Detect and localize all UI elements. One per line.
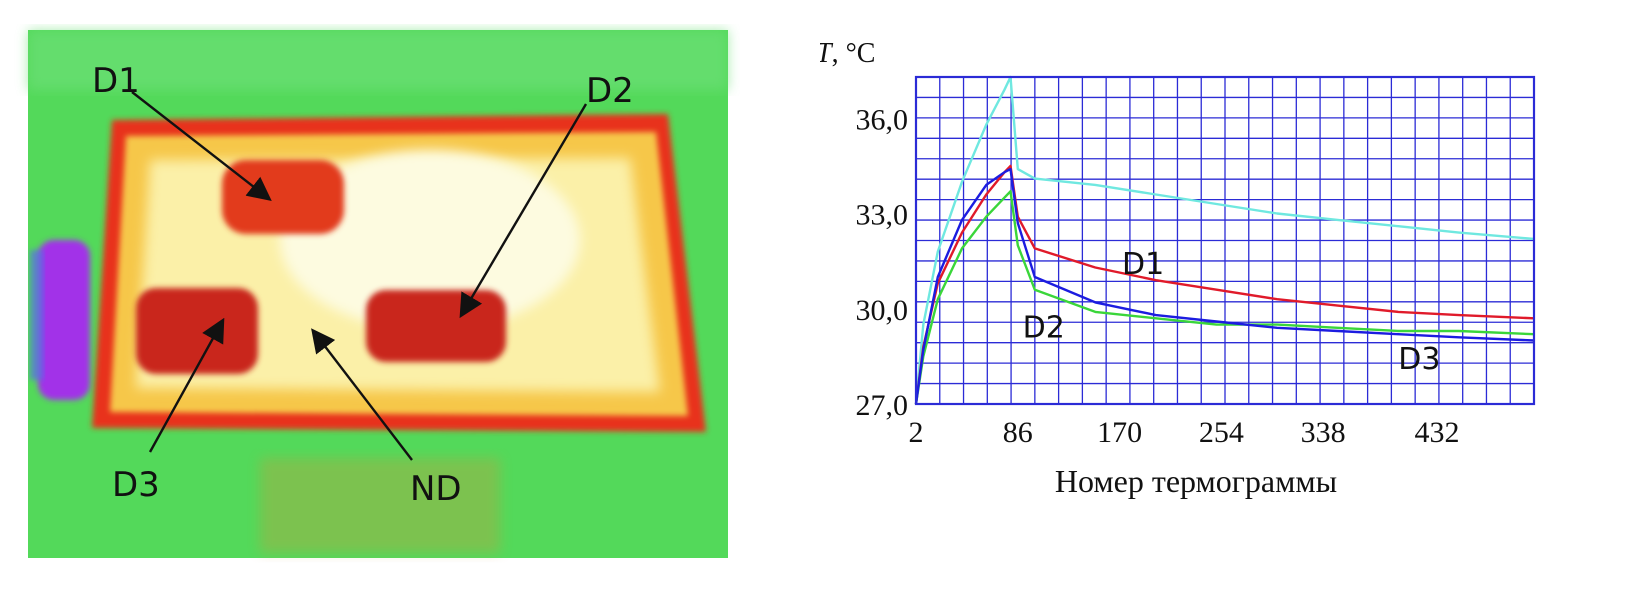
- y-tick-label: 27,0: [856, 389, 909, 422]
- y-axis-label: T, °С: [820, 38, 875, 69]
- chart-annotations: D1 D2 D3: [1023, 247, 1441, 377]
- label-nd: ND: [410, 469, 462, 509]
- y-tick-label: 33,0: [856, 199, 909, 232]
- series-line-d2: [914, 190, 1535, 405]
- label-d3: D3: [112, 465, 160, 505]
- temperature-chart: 27,030,033,036,0 2 86 170 254 338 432 D1D2D3 …: [820, 38, 1536, 499]
- y-axis-label-unit: , °С: [832, 38, 876, 69]
- y-tick-label: 36,0: [856, 103, 909, 136]
- annotation-d1: D1: [1122, 247, 1164, 282]
- x-tick-label: 2: [909, 416, 924, 449]
- series-line-d1: [914, 164, 1535, 405]
- series-line-nd: [914, 75, 1535, 405]
- y-axis-label-symbol: T: [820, 38, 834, 69]
- arrow-d3: [148, 317, 225, 453]
- series-line-d3: [914, 167, 1535, 405]
- chart-grid: [916, 77, 1534, 404]
- x-tick-label: 432: [1415, 416, 1460, 449]
- x-tick-label: 170: [1097, 416, 1142, 449]
- specimen-hot-core: [280, 150, 580, 330]
- y-axis-ticks: 27,0 30,0 33,0 36,0: [856, 103, 909, 422]
- x-axis-ticks: 2 86 170 254 338 432: [909, 416, 1460, 449]
- x-tick-label: 86: [1003, 416, 1033, 449]
- x-tick-label: 338: [1301, 416, 1346, 449]
- thermogram-image: D1 D2 D3 ND: [28, 30, 728, 558]
- thermogram-arrows: [131, 91, 588, 461]
- thermogram-cool-top: [28, 30, 728, 90]
- defect-d2-area: [366, 290, 506, 362]
- chart-series: [914, 75, 1535, 405]
- x-axis-label: Номер термограммы: [1055, 463, 1337, 499]
- x-tick-label: 254: [1199, 416, 1244, 449]
- annotation-d2: D2: [1023, 310, 1065, 345]
- thermogram-cold-spot: [38, 240, 90, 400]
- defect-d3-area: [136, 288, 258, 374]
- plot-frame: [914, 75, 1536, 406]
- annotation-d3: D3: [1398, 342, 1440, 377]
- thermogram-cold-edge: [30, 250, 44, 380]
- defect-d1-area: [222, 160, 344, 234]
- thermogram-bottom-haze: [260, 458, 500, 553]
- label-d1: D1: [92, 61, 140, 101]
- label-d2: D2: [586, 71, 634, 111]
- y-tick-label: 30,0: [856, 294, 909, 327]
- arrow-d1: [131, 91, 272, 201]
- arrow-nd: [311, 328, 413, 461]
- arrow-d2: [459, 103, 588, 319]
